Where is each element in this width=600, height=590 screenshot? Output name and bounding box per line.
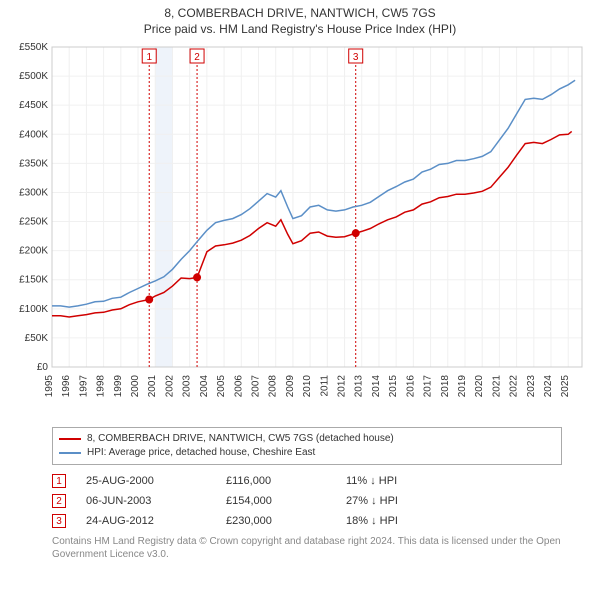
y-tick-label: £50K <box>25 333 49 344</box>
x-tick-label: 2008 <box>268 375 279 398</box>
x-tick-label: 1996 <box>61 375 72 398</box>
x-tick-label: 2015 <box>388 375 399 398</box>
x-tick-label: 2021 <box>491 375 502 398</box>
x-tick-label: 1999 <box>113 375 124 398</box>
x-tick-label: 2002 <box>164 375 175 398</box>
y-tick-label: £250K <box>19 217 48 228</box>
x-tick-label: 1995 <box>44 375 55 398</box>
page-title-line1: 8, COMBERBACH DRIVE, NANTWICH, CW5 7GS <box>10 6 590 22</box>
x-tick-label: 2000 <box>130 375 141 398</box>
x-tick-label: 2014 <box>371 375 382 398</box>
legend-swatch <box>59 438 81 440</box>
sale-number-badge: 1 <box>52 474 66 488</box>
sale-date: 25-AUG-2000 <box>86 475 206 487</box>
sale-marker-dot <box>145 296 153 304</box>
x-tick-label: 2011 <box>319 375 330 397</box>
sale-diff: 11% ↓ HPI <box>346 475 466 487</box>
sales-row: 2 06-JUN-2003 £154,000 27% ↓ HPI <box>52 491 562 511</box>
x-tick-label: 2006 <box>233 375 244 398</box>
sale-price: £230,000 <box>226 515 326 527</box>
x-tick-label: 2001 <box>147 375 158 398</box>
x-tick-label: 2024 <box>543 375 554 398</box>
x-tick-label: 2004 <box>199 375 210 398</box>
chart-legend: 8, COMBERBACH DRIVE, NANTWICH, CW5 7GS (… <box>52 427 562 465</box>
x-tick-label: 2007 <box>250 375 261 398</box>
y-tick-label: £350K <box>19 159 48 170</box>
page-title-line2: Price paid vs. HM Land Registry's House … <box>10 22 590 38</box>
y-tick-label: £150K <box>19 275 48 286</box>
x-tick-label: 1997 <box>78 375 89 398</box>
y-tick-label: £500K <box>19 71 48 82</box>
sale-date: 24-AUG-2012 <box>86 515 206 527</box>
highlight-band <box>155 47 172 367</box>
x-tick-label: 2012 <box>337 375 348 398</box>
sale-number-badge: 2 <box>52 494 66 508</box>
y-tick-label: £450K <box>19 100 48 111</box>
x-tick-label: 2023 <box>526 375 537 398</box>
sale-date: 06-JUN-2003 <box>86 495 206 507</box>
x-tick-label: 2025 <box>560 375 571 398</box>
x-tick-label: 2022 <box>509 375 520 398</box>
sale-callout-label: 2 <box>194 52 200 63</box>
x-tick-label: 2017 <box>423 375 434 398</box>
x-tick-label: 2003 <box>182 375 193 398</box>
sale-number-badge: 3 <box>52 514 66 528</box>
legend-item: HPI: Average price, detached house, Ches… <box>59 446 555 460</box>
footnote: Contains HM Land Registry data © Crown c… <box>52 535 562 561</box>
x-tick-label: 2016 <box>405 375 416 398</box>
y-tick-label: £400K <box>19 129 48 140</box>
sales-table: 1 25-AUG-2000 £116,000 11% ↓ HPI 2 06-JUN-200… <box>52 471 562 531</box>
y-tick-label: £0 <box>37 362 49 373</box>
x-tick-label: 2009 <box>285 375 296 398</box>
x-tick-label: 2005 <box>216 375 227 398</box>
legend-item: 8, COMBERBACH DRIVE, NANTWICH, CW5 7GS (… <box>59 432 555 446</box>
y-tick-label: £100K <box>19 304 48 315</box>
y-tick-label: £300K <box>19 188 48 199</box>
series-property <box>52 132 572 318</box>
x-tick-label: 2018 <box>440 375 451 398</box>
sale-callout-label: 1 <box>146 52 152 63</box>
sales-row: 1 25-AUG-2000 £116,000 11% ↓ HPI <box>52 471 562 491</box>
sales-row: 3 24-AUG-2012 £230,000 18% ↓ HPI <box>52 511 562 531</box>
legend-swatch <box>59 452 81 454</box>
legend-label: HPI: Average price, detached house, Ches… <box>87 446 315 460</box>
x-tick-label: 2010 <box>302 375 313 398</box>
x-tick-label: 2013 <box>354 375 365 398</box>
sale-marker-dot <box>193 274 201 282</box>
price-chart: £0 £50K £100K £150K £200K £250K £300K £350K £400… <box>10 41 590 421</box>
sale-diff: 18% ↓ HPI <box>346 515 466 527</box>
sale-diff: 27% ↓ HPI <box>346 495 466 507</box>
sale-price: £154,000 <box>226 495 326 507</box>
series-hpi <box>52 80 575 307</box>
y-tick-label: £200K <box>19 246 48 257</box>
sale-marker-dot <box>352 229 360 237</box>
sale-callout-label: 3 <box>353 52 359 63</box>
y-tick-label: £550K <box>19 42 48 53</box>
legend-label: 8, COMBERBACH DRIVE, NANTWICH, CW5 7GS (… <box>87 432 394 446</box>
x-tick-label: 2020 <box>474 375 485 398</box>
sale-price: £116,000 <box>226 475 326 487</box>
x-tick-label: 2019 <box>457 375 468 398</box>
x-tick-label: 1998 <box>96 375 107 398</box>
